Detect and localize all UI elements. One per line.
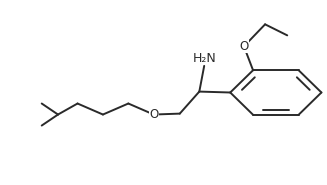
Text: O: O	[149, 108, 158, 121]
Text: H₂N: H₂N	[192, 52, 216, 65]
Text: O: O	[239, 40, 249, 53]
